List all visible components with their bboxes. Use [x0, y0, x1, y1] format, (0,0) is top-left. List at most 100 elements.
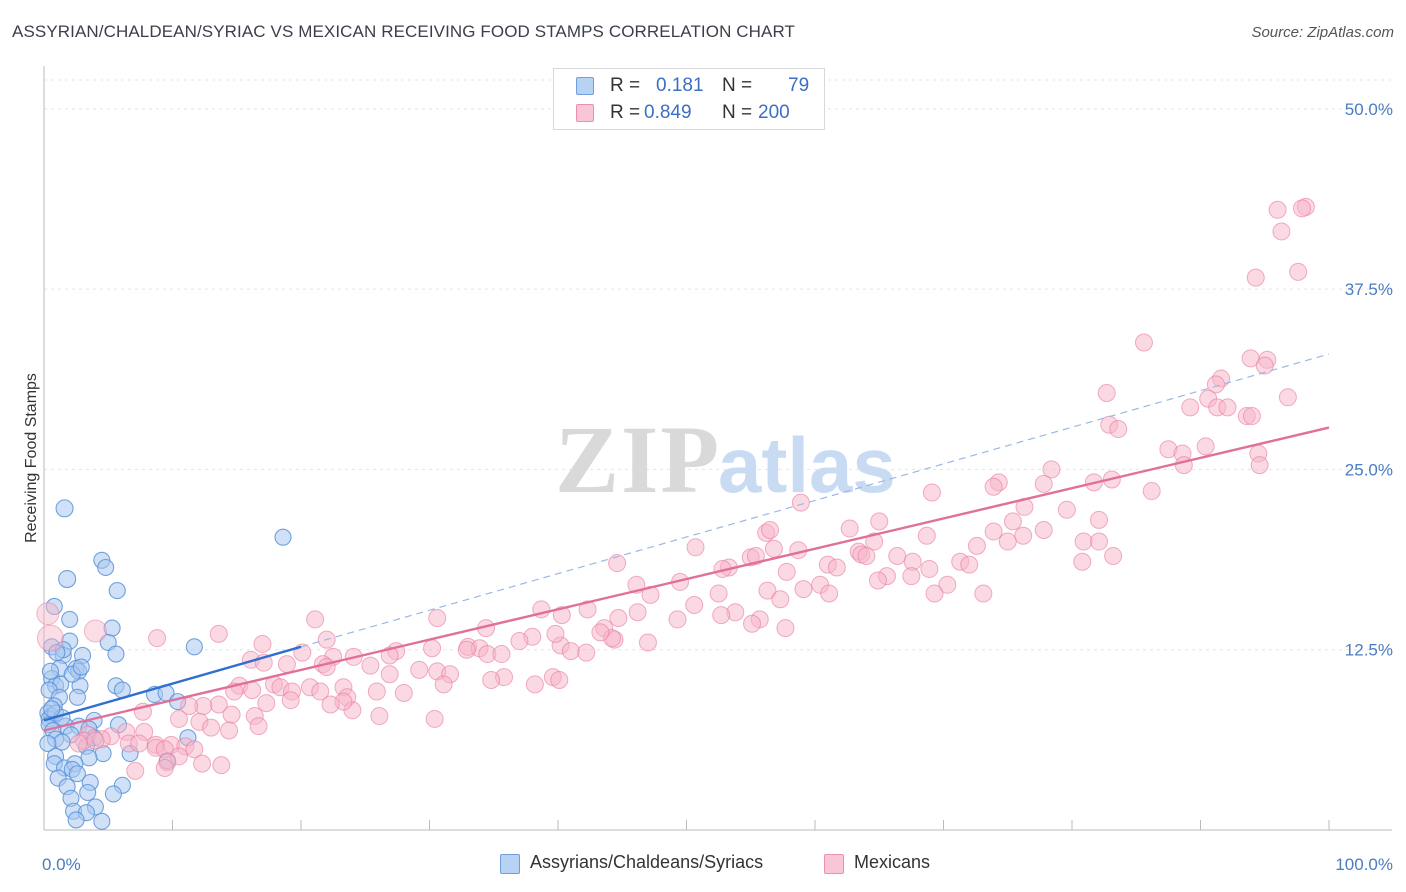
data-point-assyrians [72, 658, 90, 676]
data-point-mexicans [1242, 407, 1261, 426]
data-point-mexicans [984, 477, 1003, 496]
data-point-mexicans [902, 567, 921, 586]
data-point-mexicans [771, 590, 790, 609]
data-point-mexicans [367, 682, 386, 701]
n-label: N = [722, 102, 753, 123]
data-point-mexicans [317, 658, 336, 677]
data-point-assyrians [79, 783, 97, 802]
data-point-mexicans [984, 522, 1003, 541]
data-point-assyrians [39, 734, 57, 753]
x-tick-label: 100.0% [1335, 855, 1393, 874]
data-point-mexicans [169, 709, 188, 728]
trend-line-mexicans [43, 426, 1330, 732]
r-value: 0.181 [656, 75, 704, 96]
data-point-mexicans [608, 554, 627, 573]
data-point-mexicans [638, 633, 657, 652]
data-point-mexicans [202, 718, 221, 737]
data-point-mexicans [709, 584, 728, 603]
data-point-mexicans [922, 483, 941, 502]
data-point-mexicans [685, 596, 704, 614]
data-point-mexicans [870, 512, 889, 531]
data-point-mexicans [578, 600, 597, 619]
data-point-mexicans [1196, 437, 1215, 456]
y-tick-label: 37.5% [1345, 280, 1393, 299]
data-point-assyrians [104, 785, 122, 803]
data-point-assyrians [107, 645, 125, 663]
data-point-mexicans [249, 717, 268, 736]
data-point-mexicans [827, 558, 846, 577]
bottom-legend-label: Assyrians/Chaldeans/Syriacs [530, 852, 764, 872]
r-label: R = [610, 102, 641, 123]
data-point-mexicans [457, 640, 476, 659]
data-point-mexicans [1034, 474, 1053, 493]
data-point-mexicans [36, 602, 60, 626]
series-mexicans-points [36, 197, 1315, 780]
trend-lines [43, 353, 1330, 732]
data-point-mexicans [1255, 356, 1274, 375]
data-point-mexicans [1042, 460, 1061, 479]
axes [43, 66, 1392, 831]
data-point-assyrians [274, 528, 292, 546]
data-point-mexicans [791, 493, 810, 512]
data-point-mexicans [510, 632, 529, 651]
data-point-mexicans [776, 619, 795, 638]
data-point-mexicans [36, 624, 64, 652]
data-point-mexicans [550, 671, 569, 689]
data-point-assyrians [55, 499, 74, 518]
bottom-swatch-blue [500, 854, 520, 874]
data-point-mexicans [155, 758, 174, 777]
data-point-mexicans [668, 610, 687, 629]
x-tick-label: 0.0% [42, 855, 81, 874]
data-point-mexicans [967, 536, 986, 555]
data-point-mexicans [857, 546, 876, 565]
data-point-mexicans [1268, 200, 1287, 219]
data-point-mexicans [1174, 456, 1193, 475]
data-point-mexicans [920, 559, 939, 578]
data-point-mexicans [998, 532, 1017, 551]
data-point-mexicans [423, 639, 442, 658]
data-point-mexicans [370, 707, 389, 726]
data-point-mexicans [1034, 521, 1053, 539]
r-value: 0.849 [644, 102, 692, 123]
data-point-mexicans [777, 562, 796, 581]
data-point-mexicans [868, 571, 887, 590]
data-point-mexicans [840, 519, 859, 538]
legend-swatch-pink [576, 104, 594, 122]
y-tick-label: 25.0% [1345, 460, 1393, 479]
data-point-mexicans [938, 575, 957, 594]
data-point-mexicans [820, 584, 839, 603]
data-point-mexicans [974, 584, 993, 603]
data-point-mexicans [1289, 262, 1308, 281]
y-tick-label: 12.5% [1345, 641, 1393, 660]
data-point-mexicans [209, 624, 228, 643]
data-point-mexicans [220, 721, 239, 740]
stats-legend: R = 0.181 N = 79 R = 0.849 N = 200 [553, 68, 825, 130]
data-point-mexicans [148, 629, 167, 648]
data-point-mexicans [561, 642, 580, 661]
data-point-mexicans [1057, 500, 1076, 519]
data-point-mexicans [1074, 532, 1093, 551]
data-point-mexicans [609, 608, 628, 627]
data-point-mexicans [546, 624, 565, 643]
data-point-mexicans [281, 691, 300, 710]
n-value: 79 [788, 75, 810, 96]
data-point-mexicans [1089, 510, 1108, 529]
data-point-mexicans [1097, 383, 1116, 402]
data-point-assyrians [93, 812, 111, 830]
data-point-mexicans [482, 671, 501, 689]
data-point-mexicans [1278, 388, 1297, 407]
data-point-mexicans [361, 656, 380, 675]
source-label: Source: ZipAtlas.com [1251, 24, 1394, 41]
data-point-assyrians [68, 688, 86, 706]
data-point-mexicans [764, 539, 783, 558]
data-point-assyrians [43, 700, 61, 718]
data-point-assyrians [58, 569, 77, 589]
data-point-mexicans [525, 675, 544, 694]
data-point-mexicans [130, 734, 149, 753]
data-point-assyrians [61, 610, 79, 628]
r-label: R = [610, 75, 641, 96]
data-point-mexicans [552, 606, 571, 625]
data-point-mexicans [761, 521, 780, 539]
data-point-mexicans [222, 705, 241, 724]
data-point-mexicans [1218, 398, 1237, 417]
